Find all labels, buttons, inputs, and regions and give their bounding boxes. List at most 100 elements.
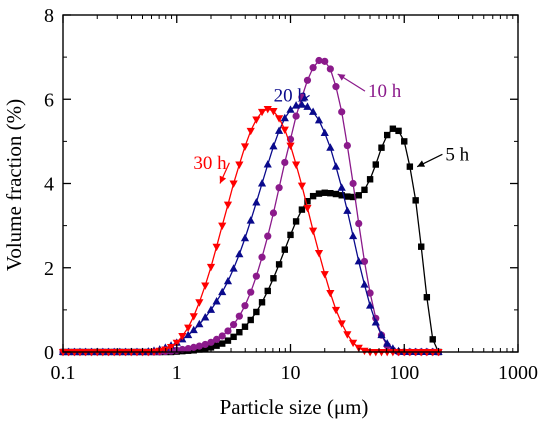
data-point-20-h-46 <box>320 128 329 136</box>
data-point-30-h-13 <box>132 349 142 357</box>
data-point-30-h-7 <box>98 349 107 357</box>
data-point-20-h-24 <box>195 319 204 328</box>
data-point-30-h-40 <box>286 142 295 150</box>
data-point-30-h-32 <box>240 143 250 151</box>
data-point-20-h-41 <box>291 101 301 109</box>
data-point-10-h-46 <box>321 57 329 65</box>
data-point-30-h-46 <box>320 271 329 279</box>
data-point-30-h-3 <box>75 349 85 357</box>
data-point-20-h-54 <box>366 301 375 309</box>
data-point-5-h-50 <box>344 193 351 200</box>
data-point-5-h-25 <box>202 345 209 352</box>
data-point-10-h-31 <box>235 312 243 320</box>
data-point-5-h-48 <box>332 190 340 198</box>
data-point-5-h-59 <box>395 127 402 135</box>
data-point-30-h-42 <box>297 182 307 191</box>
data-point-10-h-48 <box>332 83 340 91</box>
data-point-30-h-39 <box>280 126 289 134</box>
data-point-10-h-24 <box>195 342 203 350</box>
y-tick-label: 4 <box>44 174 54 196</box>
data-point-20-h-34 <box>252 198 261 206</box>
data-point-5-h-64 <box>423 294 431 301</box>
data-point-20-h-31 <box>235 249 244 258</box>
data-point-5-h-36 <box>264 287 271 295</box>
data-point-10-h-49 <box>338 108 346 116</box>
series-5-h <box>59 125 442 356</box>
data-point-5-h-39 <box>281 246 288 253</box>
data-point-30-h-29 <box>223 201 233 209</box>
data-point-10-h-44 <box>309 64 317 72</box>
data-point-10-h-34 <box>252 272 260 280</box>
data-point-30-h-0 <box>58 349 68 357</box>
data-point-5-h-55 <box>372 161 379 168</box>
data-point-20-h-36 <box>263 160 272 168</box>
data-point-10-h-54 <box>366 289 374 297</box>
data-point-10-h-47 <box>326 65 334 73</box>
data-point-5-h-46 <box>321 189 328 196</box>
data-point-10-h-52 <box>355 219 363 228</box>
annotation-label-5-h: 5 h <box>445 144 469 165</box>
x-tick-label: 100 <box>389 362 419 384</box>
data-point-30-h-21 <box>178 332 187 341</box>
data-point-30-h-22 <box>184 324 193 332</box>
data-point-30-h-37 <box>269 108 278 116</box>
data-point-10-h-30 <box>229 321 238 329</box>
data-point-30-h-31 <box>235 161 244 169</box>
data-point-5-h-33 <box>247 316 254 324</box>
data-point-30-h-44 <box>308 227 318 236</box>
data-point-30-h-57 <box>383 349 392 357</box>
y-tick-label: 6 <box>44 89 54 111</box>
data-point-30-h-43 <box>303 204 312 213</box>
data-point-30-h-63 <box>417 349 426 357</box>
data-point-30-h-24 <box>195 299 204 307</box>
data-point-10-h-43 <box>303 76 312 84</box>
data-point-20-h-44 <box>308 107 318 115</box>
series-line-10-h <box>63 59 439 353</box>
data-point-30-h-28 <box>218 222 227 231</box>
x-tick-label: 1 <box>172 362 182 384</box>
data-point-10-h-41 <box>292 112 300 120</box>
data-point-30-h-54 <box>366 349 375 357</box>
annotation-30-h: 30 h <box>193 153 230 184</box>
data-point-20-h-28 <box>218 287 227 296</box>
data-point-5-h-31 <box>236 329 243 336</box>
annotation-10-h: 10 h <box>337 73 402 102</box>
annotation-label-10-h: 10 h <box>368 81 402 102</box>
data-point-5-h-34 <box>253 308 260 316</box>
data-point-30-h-30 <box>229 180 238 188</box>
data-point-20-h-39 <box>280 113 289 122</box>
data-point-30-h-49 <box>337 320 346 328</box>
data-point-20-h-47 <box>326 143 335 151</box>
data-point-5-h-38 <box>275 261 283 268</box>
data-point-5-h-47 <box>327 189 334 197</box>
data-point-30-h-48 <box>331 306 341 315</box>
data-point-20-h-49 <box>337 183 346 191</box>
data-point-20-h-48 <box>331 162 341 170</box>
data-point-20-h-40 <box>286 105 295 113</box>
annotation-20-h: 20 h <box>274 85 310 106</box>
data-point-20-h-38 <box>275 126 284 134</box>
data-point-5-h-44 <box>309 192 317 200</box>
data-point-5-h-35 <box>258 299 266 306</box>
annotation-5-h: 5 h <box>416 144 470 168</box>
data-point-30-h-65 <box>428 349 437 357</box>
data-point-10-h-53 <box>360 257 369 266</box>
x-tick-label: 0.1 <box>51 362 76 384</box>
data-point-5-h-61 <box>406 163 414 170</box>
data-point-20-h-37 <box>269 142 278 150</box>
data-point-10-h-39 <box>281 158 289 167</box>
data-point-10-h-25 <box>201 340 209 349</box>
data-point-20-h-45 <box>314 115 324 124</box>
annotation-label-30-h: 30 h <box>193 153 227 174</box>
annotation-label-20-h: 20 h <box>274 85 308 106</box>
data-point-20-h-30 <box>229 264 238 272</box>
data-point-20-h-50 <box>343 206 352 214</box>
data-point-20-h-35 <box>257 179 267 187</box>
data-point-20-h-27 <box>212 297 221 305</box>
data-point-30-h-33 <box>246 127 255 136</box>
data-point-30-h-36 <box>263 105 272 114</box>
data-point-20-h-29 <box>223 276 233 285</box>
data-point-5-h-41 <box>292 218 300 225</box>
data-point-10-h-37 <box>269 209 278 217</box>
curve-annotations: 5 h 10 h 20 h 30 h <box>193 73 470 184</box>
